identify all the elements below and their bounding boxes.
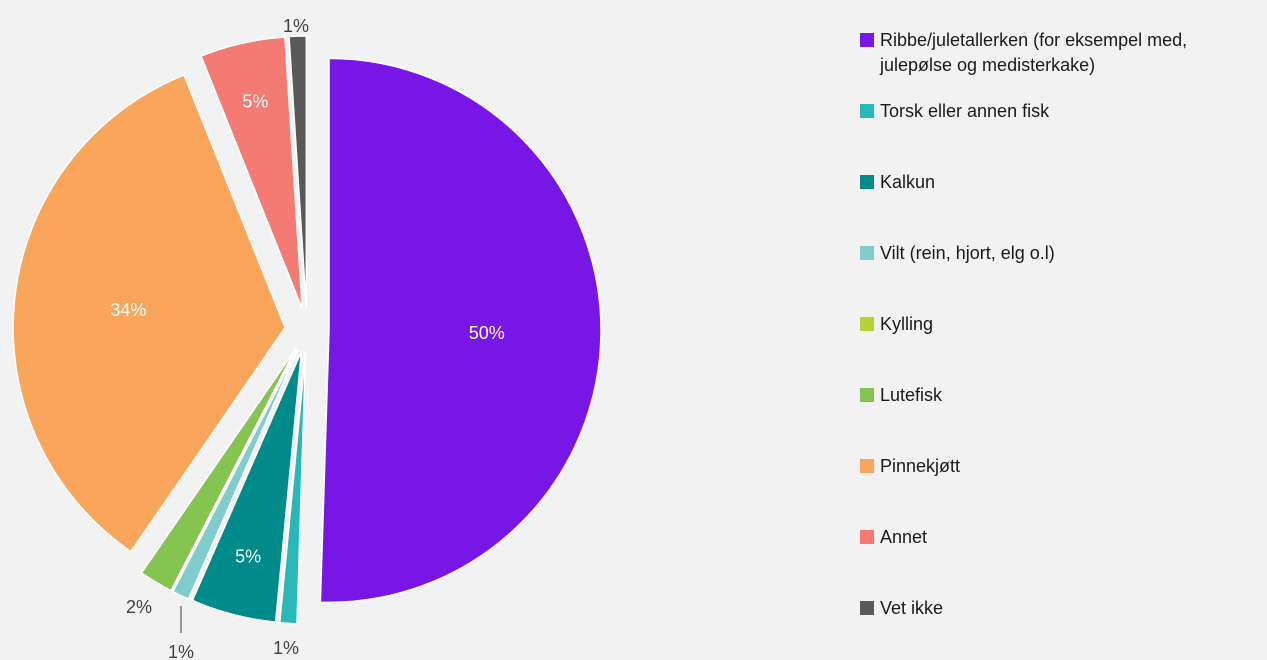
legend-item-lutefisk: Lutefisk	[860, 383, 1260, 408]
legend-swatch-lutefisk	[860, 388, 874, 402]
data-label-vilt-rein-hjort-elg-o-l: 1%	[168, 642, 194, 660]
legend-item-kylling: Kylling	[860, 312, 1260, 337]
data-label-torsk-eller-annen-fisk: 1%	[273, 638, 299, 658]
legend-item-vilt-rein-hjort-elg-o-l: Vilt (rein, hjort, elg o.l)	[860, 241, 1260, 266]
pie-slice-vet-ikke	[288, 35, 308, 309]
legend-swatch-kylling	[860, 317, 874, 331]
legend-label-kylling: Kylling	[880, 314, 934, 334]
legend-label-kalkun: Kalkun	[880, 172, 936, 192]
data-label-kalkun: 5%	[235, 547, 261, 567]
legend-swatch-annet	[860, 530, 874, 544]
data-label-pinnekjott: 34%	[110, 300, 146, 320]
legend-item-vet-ikke: Vet ikke	[860, 596, 1260, 621]
legend-item-ribbe-juletallerken-for-eksempel-med-julepolse-og-medisterkake: Ribbe/juletallerken (for eksempel med, j…	[860, 28, 1260, 78]
legend-label-vet-ikke: Vet ikke	[880, 598, 944, 618]
legend-item-kalkun: Kalkun	[860, 170, 1260, 195]
pie-slice-ribbe-juletallerken-for-eksempel-med-julepolse-og-medisterkake	[319, 57, 602, 604]
legend-item-pinnekjott: Pinnekjøtt	[860, 454, 1260, 479]
pie-plot-area: 50% 1% 5% 1% 2% 34% 5% 1%	[12, 16, 602, 660]
pie-slice-vilt-rein-hjort-elg-o-l	[171, 349, 299, 601]
legend-item-annet: Annet	[860, 525, 1260, 550]
data-label-annet: 5%	[242, 92, 268, 112]
legend-swatch-vet-ikke	[860, 601, 874, 615]
legend-label-lutefisk: Lutefisk	[880, 385, 943, 405]
pie-slice-pinnekjott	[12, 74, 286, 553]
pie-slice-lutefisk	[140, 348, 297, 592]
pie-slice-kalkun	[191, 350, 303, 623]
legend-swatch-pinnekjott	[860, 459, 874, 473]
pie-slice-torsk-eller-annen-fisk	[278, 351, 307, 625]
legend-swatch-kalkun	[860, 175, 874, 189]
legend-swatch-ribbe-juletallerken-for-eksempel-med-julepolse-og-medisterkake	[860, 33, 874, 47]
pie-slice-annet	[200, 36, 303, 309]
legend-label-vilt-rein-hjort-elg-o-l: Vilt (rein, hjort, elg o.l)	[880, 243, 1055, 263]
data-label-lutefisk: 2%	[126, 597, 152, 617]
legend-swatch-torsk-eller-annen-fisk	[860, 104, 874, 118]
legend-label-ribbe-juletallerken-for-eksempel-med-julepolse-og-medisterkake: Ribbe/juletallerken (for eksempel med, j…	[880, 30, 1188, 75]
data-label-ribbe-juletallerken-for-eksempel-med-julepolse-og-medisterkake: 50%	[469, 323, 505, 343]
data-label-vet-ikke: 1%	[283, 16, 309, 36]
legend-label-annet: Annet	[880, 527, 928, 547]
legend-label-pinnekjott: Pinnekjøtt	[880, 456, 961, 476]
legend-swatch-vilt-rein-hjort-elg-o-l	[860, 246, 874, 260]
legend-label-torsk-eller-annen-fisk: Torsk eller annen fisk	[880, 101, 1050, 121]
legend-item-torsk-eller-annen-fisk: Torsk eller annen fisk	[860, 99, 1260, 124]
